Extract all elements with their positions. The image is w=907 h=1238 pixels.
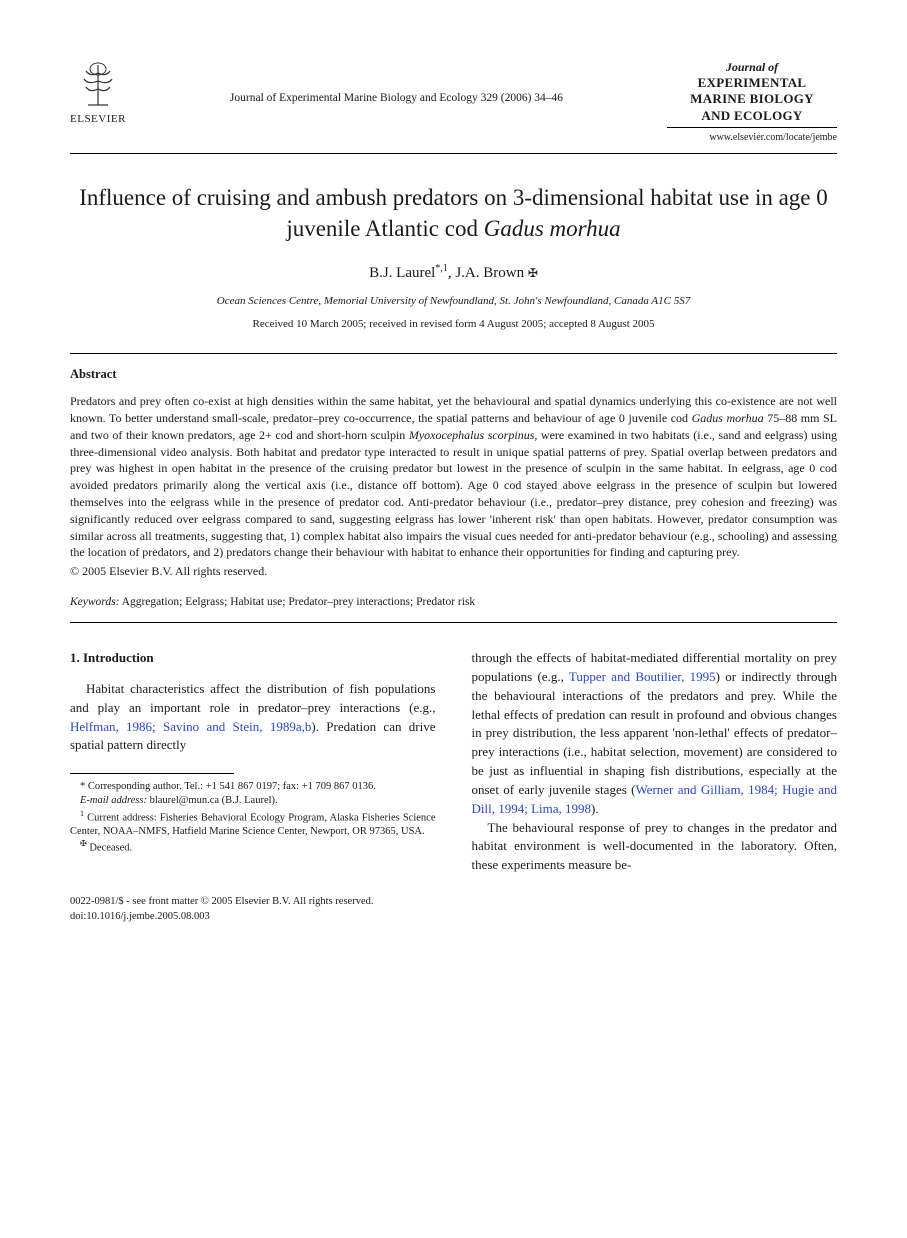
abstract-bottom-rule (70, 622, 837, 623)
body-columns: 1. Introduction Habitat characteristics … (70, 649, 837, 875)
footer: 0022-0981/$ - see front matter © 2005 El… (70, 895, 837, 924)
citation-link-2[interactable]: Tupper and Boutilier, 1995 (569, 669, 716, 684)
section-1-heading: 1. Introduction (70, 649, 436, 668)
abstract-heading: Abstract (70, 366, 837, 384)
citation-link-1[interactable]: Helfman, 1986; Savino and Stein, 1989a,b (70, 719, 311, 734)
abstract-top-rule (70, 353, 837, 354)
journal-box-line3: MARINE BIOLOGY (667, 91, 837, 107)
intro-text-r1b: ) or indirectly through the behavioural … (472, 669, 838, 797)
deceased-text: Deceased. (87, 843, 132, 854)
keywords-label: Keywords: (70, 596, 119, 608)
footnote-corresponding: * Corresponding author. Tel.: +1 541 867… (70, 780, 436, 794)
article-title: Influence of cruising and ambush predato… (70, 182, 837, 244)
journal-title-box: Journal of EXPERIMENTAL MARINE BIOLOGY A… (667, 60, 837, 128)
article-dates: Received 10 March 2005; received in revi… (70, 317, 837, 332)
authors: B.J. Laurel*,1, J.A. Brown ✠ (70, 262, 837, 284)
keywords-text: Aggregation; Eelgrass; Habitat use; Pred… (119, 596, 475, 608)
author-2: J.A. Brown (455, 265, 524, 281)
journal-url: www.elsevier.com/locate/jembe (667, 131, 837, 145)
title-text: Influence of cruising and ambush predato… (79, 185, 828, 241)
abstract-text-3: , were examined in two habitats (i.e., s… (70, 428, 837, 560)
copyright-line: © 2005 Elsevier B.V. All rights reserved… (70, 563, 837, 580)
right-column: through the effects of habitat-mediated … (472, 649, 838, 875)
intro-paragraph-1-cont: through the effects of habitat-mediated … (472, 649, 838, 819)
header-rule (70, 153, 837, 154)
deceased-mark: ✠ (80, 839, 87, 848)
affiliation: Ocean Sciences Centre, Memorial Universi… (70, 294, 837, 309)
abstract-body: Predators and prey often co-exist at hig… (70, 393, 837, 580)
abstract-species-2: Myoxocephalus scorpinus (409, 428, 535, 442)
email-label: E-mail address: (80, 795, 147, 806)
left-column: 1. Introduction Habitat characteristics … (70, 649, 436, 875)
journal-box-line2: EXPERIMENTAL (667, 75, 837, 91)
title-species: Gadus morhua (484, 216, 621, 241)
issn-line: 0022-0981/$ - see front matter © 2005 El… (70, 895, 837, 910)
intro-paragraph-1: Habitat characteristics affect the distr… (70, 680, 436, 755)
footnote-1-text: Current address: Fisheries Behavioral Ec… (70, 812, 436, 837)
journal-reference: Journal of Experimental Marine Biology a… (126, 60, 667, 106)
publisher-logo-block: ELSEVIER (70, 60, 126, 127)
intro-text-r1c: ). (591, 801, 599, 816)
author-2-mark: ✠ (528, 266, 538, 280)
footnote-email: E-mail address: blaurel@mun.ca (B.J. Lau… (70, 794, 436, 808)
footnote-rule (70, 773, 234, 774)
header-row: ELSEVIER Journal of Experimental Marine … (70, 60, 837, 145)
abstract-species-1: Gadus morhua (692, 411, 764, 425)
keywords: Keywords: Aggregation; Eelgrass; Habitat… (70, 594, 837, 610)
intro-text-1a: Habitat characteristics affect the distr… (70, 681, 436, 715)
doi-line: doi:10.1016/j.jembe.2005.08.003 (70, 910, 837, 925)
footnote-address: 1 Current address: Fisheries Behavioral … (70, 809, 436, 840)
journal-box-line4: AND ECOLOGY (667, 108, 837, 124)
publisher-name: ELSEVIER (70, 112, 126, 127)
footnote-deceased: ✠ Deceased. (70, 839, 436, 856)
elsevier-tree-icon (75, 60, 121, 110)
footnotes: * Corresponding author. Tel.: +1 541 867… (70, 780, 436, 856)
journal-title-box-wrapper: Journal of EXPERIMENTAL MARINE BIOLOGY A… (667, 60, 837, 145)
intro-paragraph-2: The behavioural response of prey to chan… (472, 819, 838, 876)
journal-box-line1: Journal of (667, 60, 837, 75)
author-1-marks: *,1 (435, 263, 448, 274)
email-value: blaurel@mun.ca (B.J. Laurel). (147, 795, 278, 806)
author-1: B.J. Laurel (369, 265, 435, 281)
